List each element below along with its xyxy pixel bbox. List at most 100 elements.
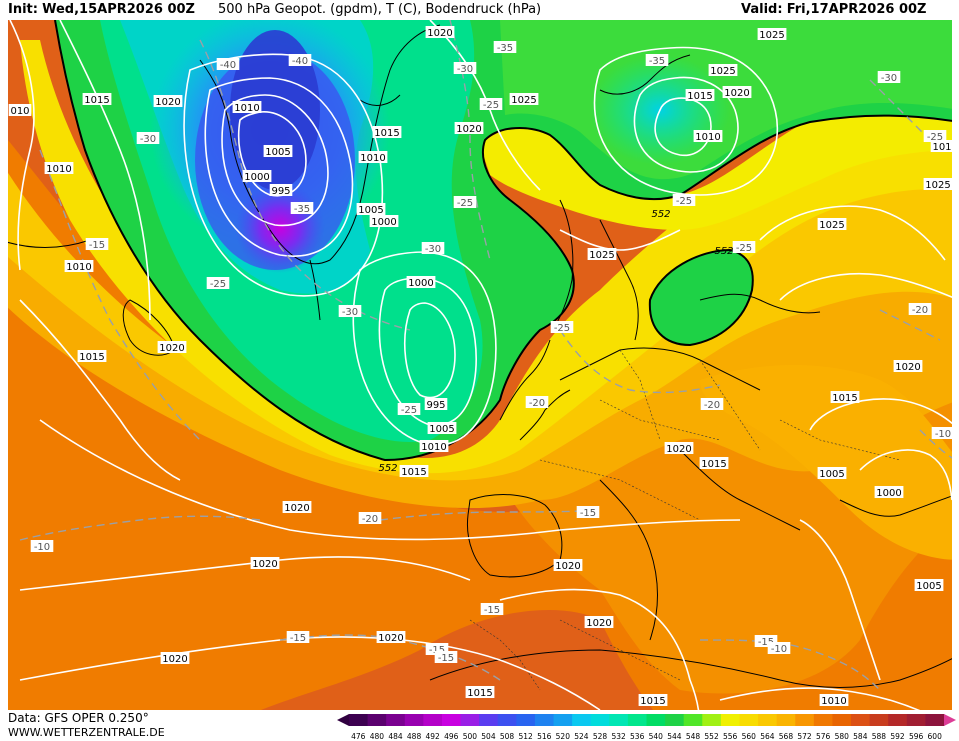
- colorbar-tick-label: 524: [574, 732, 589, 741]
- isobar-label: 1005: [263, 145, 293, 158]
- geopotential-label: 552: [378, 463, 397, 474]
- isotherm-label-text: -25: [483, 100, 499, 111]
- isobar-label-bg: [454, 122, 484, 134]
- isobar-label: 1005: [427, 422, 457, 435]
- isotherm-label-text: -25: [401, 405, 417, 416]
- isotherm-label-text: -35: [294, 204, 310, 215]
- isobar-label-text: 1015: [84, 95, 109, 106]
- isobar-label: 1010: [44, 162, 74, 175]
- isobar-label-text: 1025: [710, 66, 735, 77]
- isobar-label: 101: [930, 140, 952, 153]
- isotherm-label-text: -30: [425, 244, 441, 255]
- isotherm-label-text: -40: [292, 56, 308, 67]
- isobar-label-bg: [465, 686, 495, 698]
- isobar-label: 1020: [722, 86, 752, 99]
- isotherm-label: -25: [923, 130, 947, 143]
- colorbar-tick-label: 544: [667, 732, 682, 741]
- valid-header: Valid: Fri,17APR2026 00Z: [741, 0, 926, 20]
- isobar-label-bg: [356, 203, 386, 215]
- isotherm-label: -30: [421, 242, 445, 255]
- isobar-label: 1000: [874, 486, 904, 499]
- isotherm-label-bg: [550, 321, 574, 333]
- isotherm-label: -15: [434, 651, 458, 664]
- isobar-label-bg: [699, 457, 729, 469]
- isotherm-label-text: -20: [704, 400, 720, 411]
- init-value: Wed,15APR2026 00Z: [42, 2, 195, 17]
- isobar-label: 1010: [358, 151, 388, 164]
- isotherm-label-bg: [645, 54, 669, 66]
- isobar-label-bg: [269, 184, 293, 196]
- data-source: Data: GFS OPER 0.250°: [8, 711, 149, 725]
- isobar-label-text: 1005: [358, 205, 383, 216]
- isotherm-label: -20: [525, 396, 549, 409]
- isobar-label-bg: [930, 140, 952, 152]
- isotherm-label-text: -25: [927, 132, 943, 143]
- colorbar-tick-label: 552: [704, 732, 719, 741]
- isotherm-label: -10: [767, 642, 791, 655]
- isotherm-label: -25: [453, 196, 477, 209]
- isobar-label-text: 1010: [695, 132, 720, 143]
- colorbar-swatch: [349, 714, 369, 726]
- isotherm-label-bg: [493, 41, 517, 53]
- isobar-label-bg: [874, 486, 904, 498]
- isobar-label-text: 1020: [895, 362, 920, 373]
- colorbar-swatch: [795, 714, 815, 726]
- isobar-label: 1015: [638, 694, 668, 707]
- isobar-label-bg: [587, 248, 617, 260]
- isobar-label: 1000: [242, 170, 272, 183]
- isobar-label-text: 1005: [916, 581, 941, 592]
- isotherm-label-bg: [700, 398, 724, 410]
- isobar-label-text: 1010: [821, 696, 846, 707]
- isobar-label-bg: [685, 89, 715, 101]
- isobar-label-bg: [584, 616, 614, 628]
- colorbar-tick-label: 592: [890, 732, 905, 741]
- isotherm-label-text: -10: [34, 542, 50, 553]
- isobar-label-text: 010: [10, 106, 29, 117]
- isobar-label: 1025: [817, 218, 847, 231]
- isotherm-label-bg: [767, 642, 791, 654]
- isotherm-label: -30: [338, 305, 362, 318]
- isotherm-label-bg: [923, 130, 947, 142]
- isotherm-label-text: -15: [290, 633, 306, 644]
- colorbar-swatch: [627, 714, 647, 726]
- isotherm-label-bg: [453, 62, 477, 74]
- isotherm-label-text: -15: [429, 645, 445, 656]
- isotherm-label-text: -20: [529, 398, 545, 409]
- isobar-label: 1015: [685, 89, 715, 102]
- isotherm-label-bg: [338, 305, 362, 317]
- colorbar-tick-label: 480: [370, 732, 385, 741]
- coastlines: [8, 24, 952, 688]
- colorbar-swatch: [590, 714, 610, 726]
- colorbar-swatch: [869, 714, 889, 726]
- isotherm-label: -15: [480, 603, 504, 616]
- isotherm-label: -15: [576, 506, 600, 519]
- isotherm-label-text: -25: [210, 279, 226, 290]
- isotherm-label: -30: [136, 132, 160, 145]
- isobar-label-bg: [427, 422, 457, 434]
- colorbar-swatch: [534, 714, 555, 726]
- isotherm-label-text: -20: [912, 305, 928, 316]
- isobar-label-bg: [509, 93, 539, 105]
- colorbar-swatch: [758, 714, 778, 726]
- isotherm-label: -15: [286, 631, 310, 644]
- isobar-label-text: 995: [426, 400, 445, 411]
- isotherm-label-bg: [931, 427, 952, 439]
- isobar-label-bg: [406, 276, 436, 288]
- isobar-label: 1015: [399, 465, 429, 478]
- isobar-label-text: 1010: [46, 164, 71, 175]
- isobar-label-text: 1020: [378, 633, 403, 644]
- isobar-label: 1025: [757, 28, 787, 41]
- isotherm-label-text: -30: [342, 307, 358, 318]
- isotherm-label-bg: [672, 194, 696, 206]
- colorbar-tick-label: 484: [388, 732, 403, 741]
- isobar-label-bg: [250, 557, 280, 569]
- colorbar-swatch: [776, 714, 796, 726]
- colorbar-swatch: [906, 714, 926, 726]
- isobar-label: 1015: [699, 457, 729, 470]
- isobar-label-bg: [77, 350, 107, 362]
- colorbar-arrow-right: [944, 714, 956, 726]
- isobar-label-text: 1015: [79, 352, 104, 363]
- isobar-label-text: 1025: [925, 180, 950, 191]
- isobar-label-text: 1025: [759, 30, 784, 41]
